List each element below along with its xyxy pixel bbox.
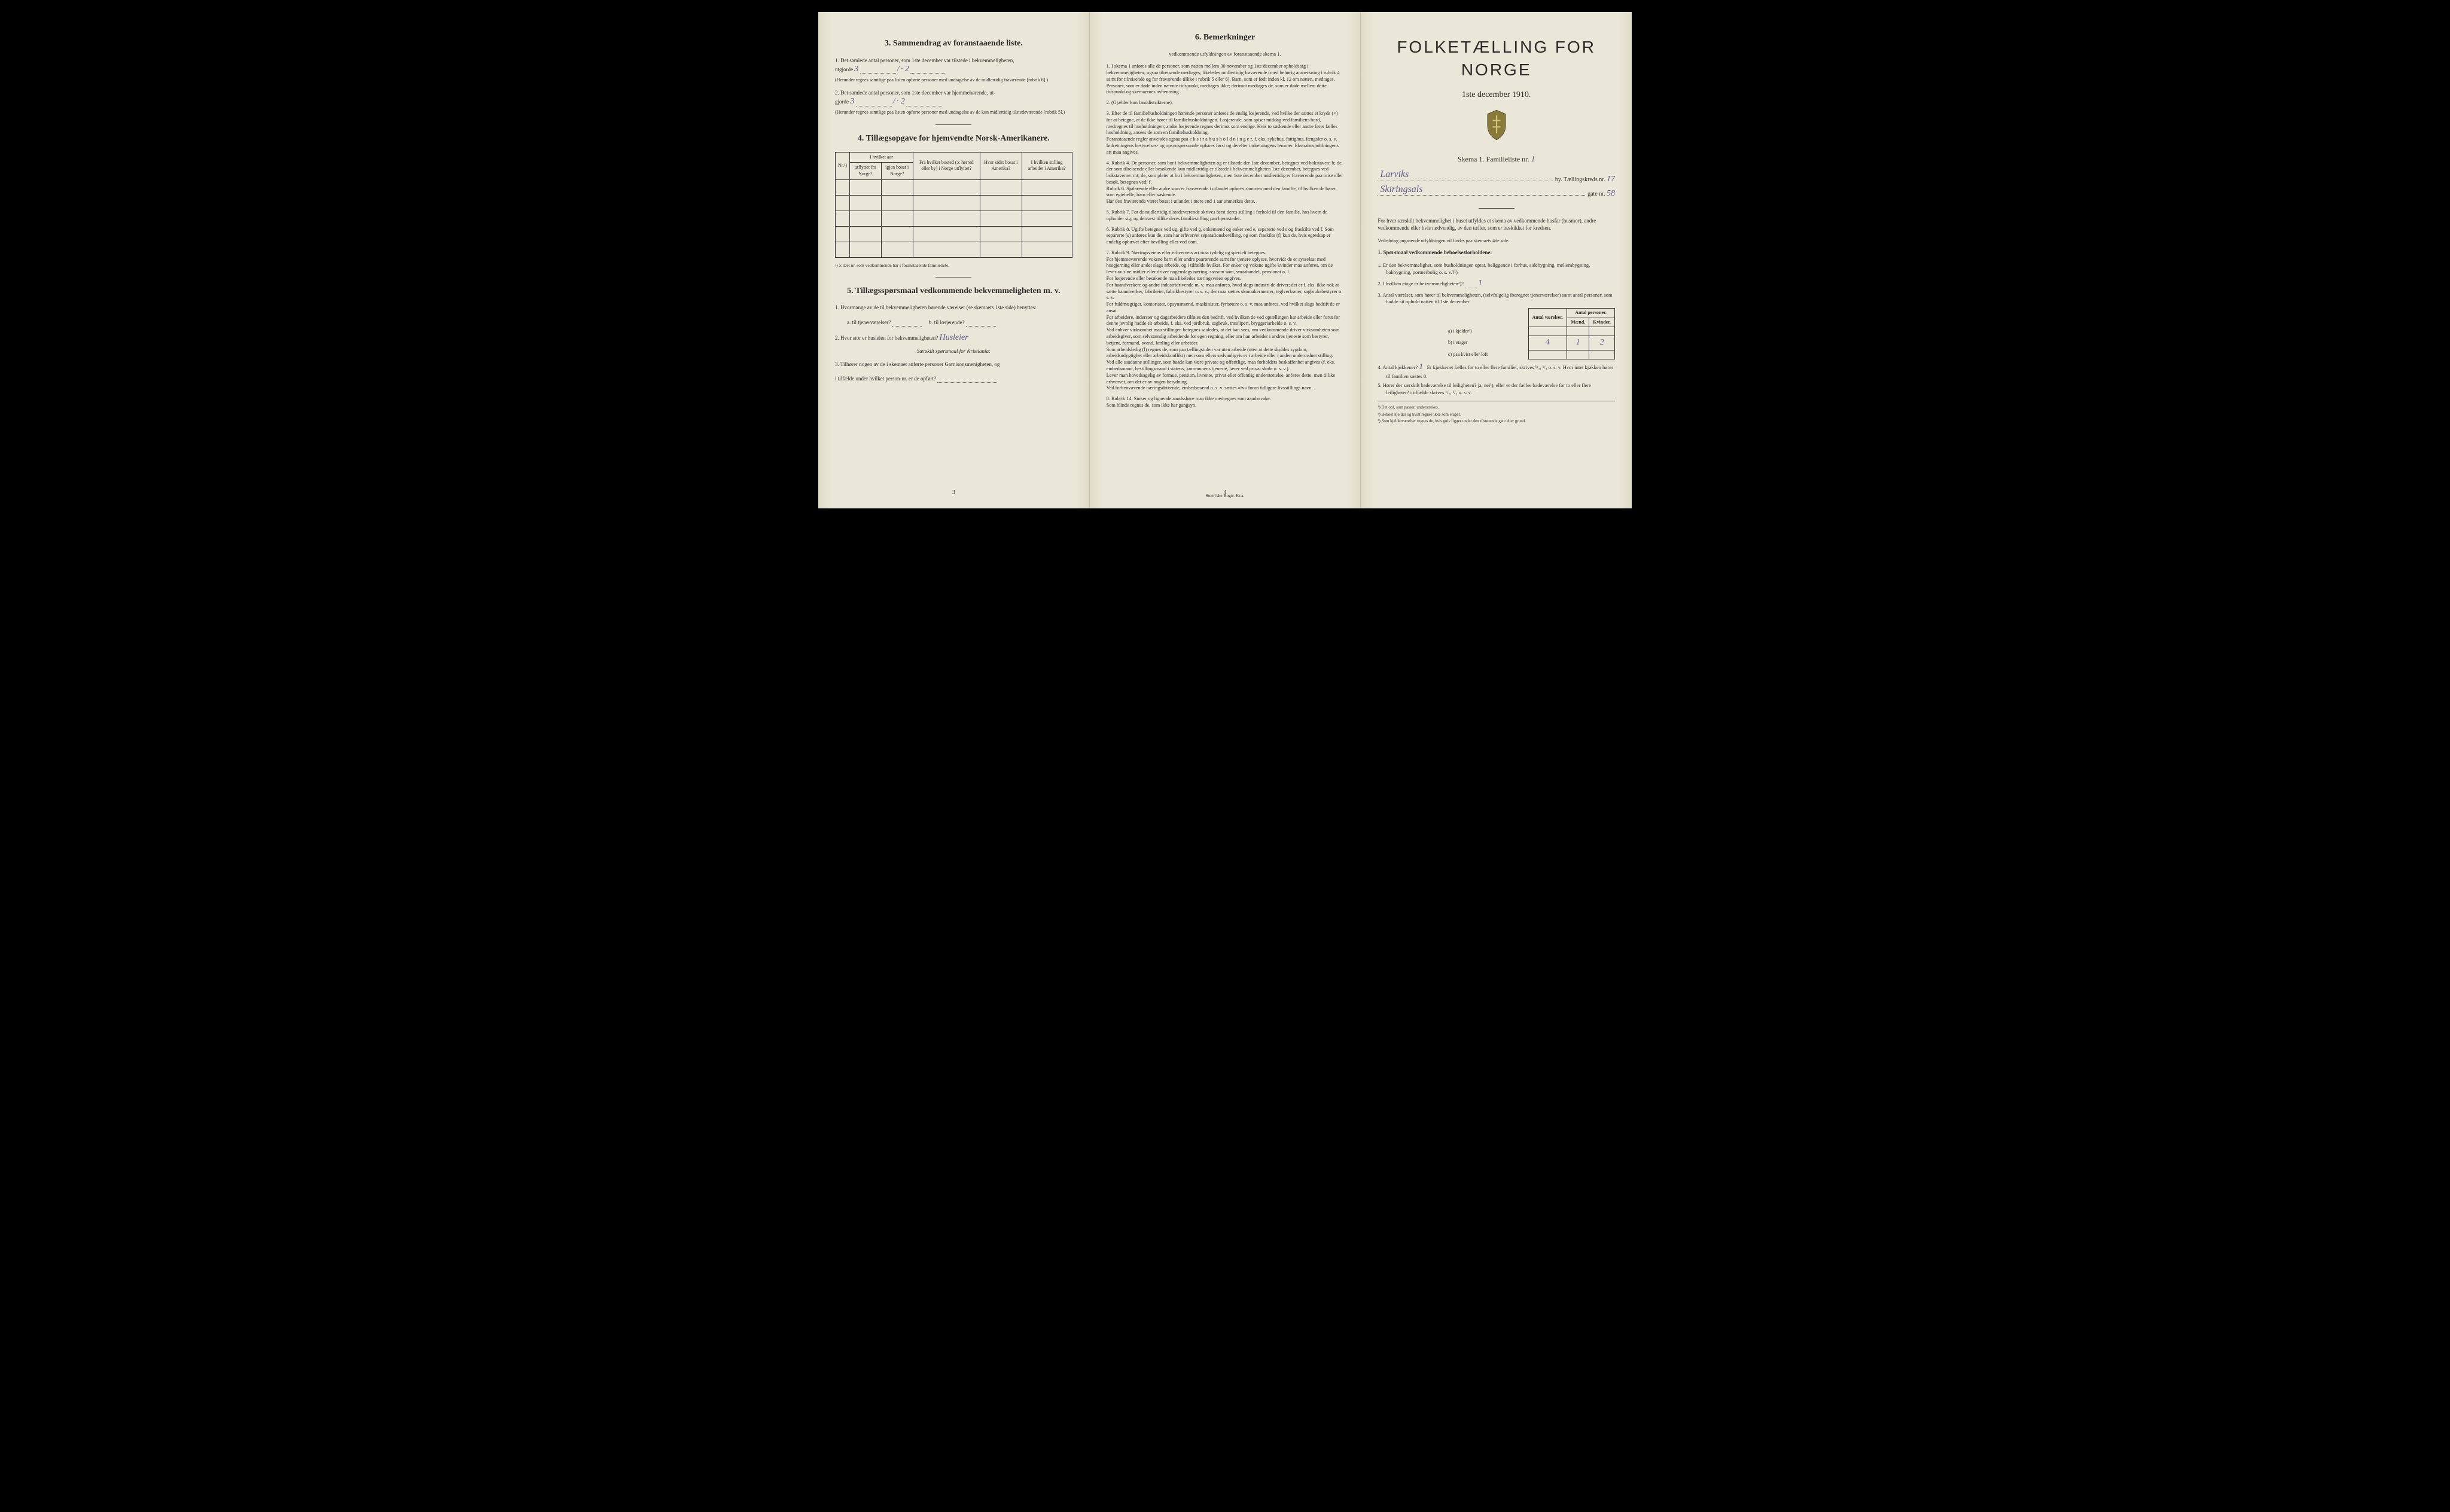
skema-line: Skema 1. Familieliste nr. 1 (1378, 154, 1615, 166)
intro: For hver særskilt bekvemmelighet i huset… (1378, 217, 1615, 231)
remark-item: 6. Rubrik 8. Ugifte betegnes ved ug, gif… (1107, 227, 1344, 246)
sec3-q2: 2. Det samlede antal personer, som 1ste … (835, 89, 1072, 115)
page-left: 3. Sammendrag av foranstaaende liste. 1.… (818, 12, 1090, 508)
remark-item: 4. Rubrik 4. De personer, som bor i bekv… (1107, 160, 1344, 205)
remark-item: 3. Efter de til familiehusholdningen hør… (1107, 111, 1344, 156)
divider (935, 124, 971, 125)
sec5-title: 5. Tillægsspørsmaal vedkommende bekvemme… (835, 286, 1072, 297)
main-title: FOLKETÆLLING FOR NORGE (1378, 36, 1615, 81)
sec4-table: Nr.¹) I hvilket aar Fra hvilket bosted (… (835, 152, 1072, 258)
document-spread: 3. Sammendrag av foranstaaende liste. 1.… (818, 12, 1632, 508)
sec5-q2: 2. Hvor stor er husleien for bekvemmelig… (835, 333, 1072, 355)
q1-val: 3 (854, 65, 858, 74)
q1-title: 1. Spørsmaal vedkommende beboelsesforhol… (1378, 249, 1615, 256)
remark-item: 2. (Gjælder kun landdistrikterne). (1107, 100, 1344, 106)
footnotes: ¹) Det ord, som passer, understrekes. ²)… (1378, 401, 1615, 424)
crest-icon (1378, 109, 1615, 143)
printer-mark: Steen'ske Bogtr. Kr.a. (1206, 493, 1245, 499)
page-middle: 6. Bemerkninger vedkommende utfyldningen… (1090, 12, 1361, 508)
title-date: 1ste december 1910. (1378, 90, 1615, 101)
sec3-title: 3. Sammendrag av foranstaaende liste. (835, 38, 1072, 50)
remark-item: 7. Rubrik 9. Næringsveiens eller erhverv… (1107, 250, 1344, 392)
sec6-sub: vedkommende utfyldningen av foranstaaend… (1107, 51, 1344, 57)
remark-item: 5. Rubrik 7. For de midlertidig tilstede… (1107, 209, 1344, 222)
sec6-title: 6. Bemerkninger (1107, 32, 1344, 44)
sec6-items: 1. I skema 1 anføres alle de personer, s… (1107, 63, 1344, 409)
page-right: FOLKETÆLLING FOR NORGE 1ste december 191… (1361, 12, 1632, 508)
sec4-title: 4. Tillægsopgave for hjemvendte Norsk-Am… (835, 133, 1072, 145)
divider2 (935, 277, 971, 278)
page-num-3: 3 (952, 489, 955, 497)
remark-item: 8. Rubrik 14. Sinker og lignende aandssl… (1107, 396, 1344, 409)
sec5-q3: 3. Tilhører nogen av de i skemaet anført… (835, 361, 1072, 383)
room-table: Antal værelser. Antal personer. Mænd. Kv… (1445, 308, 1615, 359)
gate-line: Skiringsals gate nr. 58 (1378, 188, 1615, 200)
sec5-q1: 1. Hvormange av de til bekvemmeligheten … (835, 304, 1072, 326)
sec4-footnote: ¹) ɔ: Det nr. som vedkommende har i fora… (835, 263, 1072, 269)
sec3-q1: 1. Det samlede antal personer, som 1ste … (835, 57, 1072, 83)
remark-item: 1. I skema 1 anføres alle de personer, s… (1107, 63, 1344, 96)
